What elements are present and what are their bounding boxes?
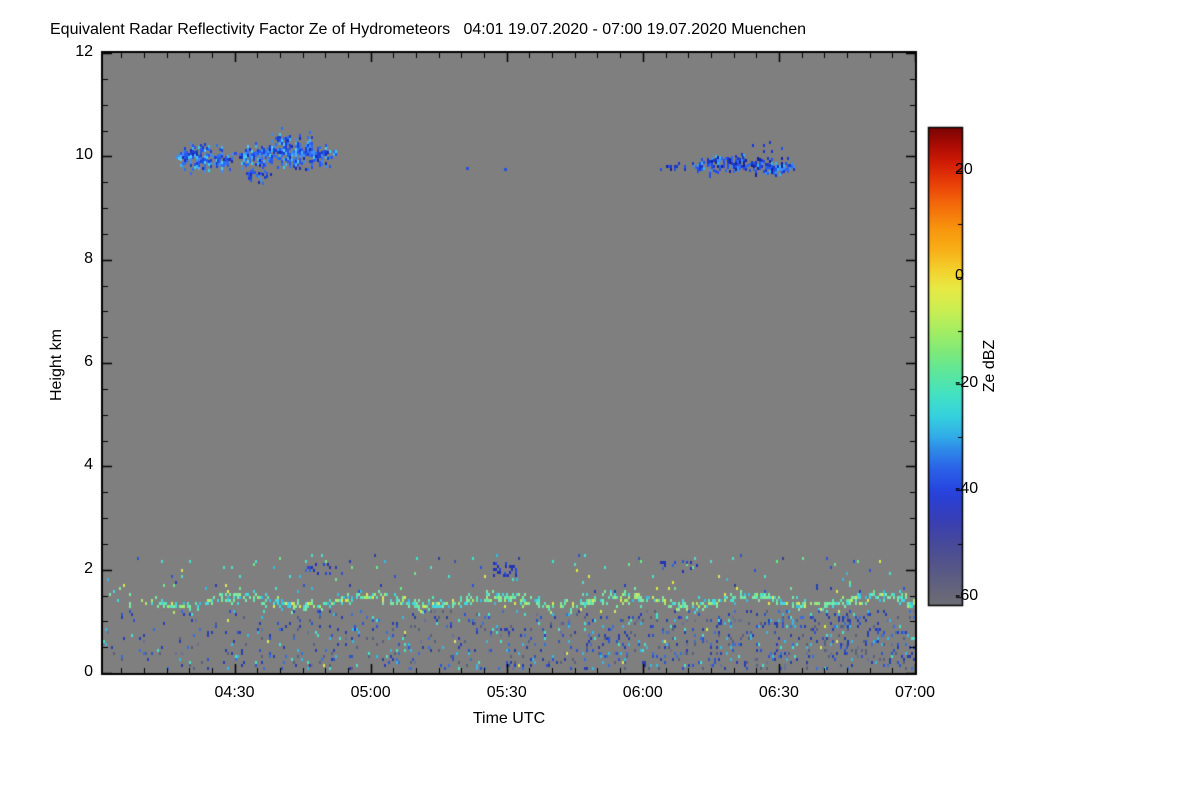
y-tick-label: 12 bbox=[75, 43, 93, 60]
x-tick-label: 06:00 bbox=[622, 684, 663, 701]
colorbar-tick-label: -60 bbox=[955, 587, 979, 604]
colorbar-tick-label: 0 bbox=[955, 267, 964, 285]
x-tick-label: 07:00 bbox=[894, 684, 936, 701]
x-tick-label: 05:00 bbox=[350, 684, 391, 701]
x-axis-label: Time UTC bbox=[472, 710, 546, 727]
y-tick-label: 10 bbox=[75, 146, 93, 164]
colorbar-label: Ze dBZ bbox=[981, 339, 998, 393]
x-tick-label: 04:30 bbox=[214, 684, 255, 701]
colorbar-tick-label: -40 bbox=[955, 480, 979, 498]
y-tick-label: 4 bbox=[84, 456, 93, 474]
y-tick-label: 2 bbox=[84, 559, 93, 577]
x-tick-label: 06:30 bbox=[758, 684, 799, 701]
x-tick-label: 05:30 bbox=[486, 684, 527, 701]
colorbar-tick-label: -20 bbox=[955, 373, 979, 391]
y-tick-label: 0 bbox=[84, 663, 93, 680]
colorbar-tick-label: 20 bbox=[955, 160, 973, 178]
chart-title: Equivalent Radar Reflectivity Factor Ze … bbox=[50, 21, 806, 38]
y-tick-label: 8 bbox=[84, 249, 93, 267]
y-tick-label: 6 bbox=[84, 353, 93, 370]
